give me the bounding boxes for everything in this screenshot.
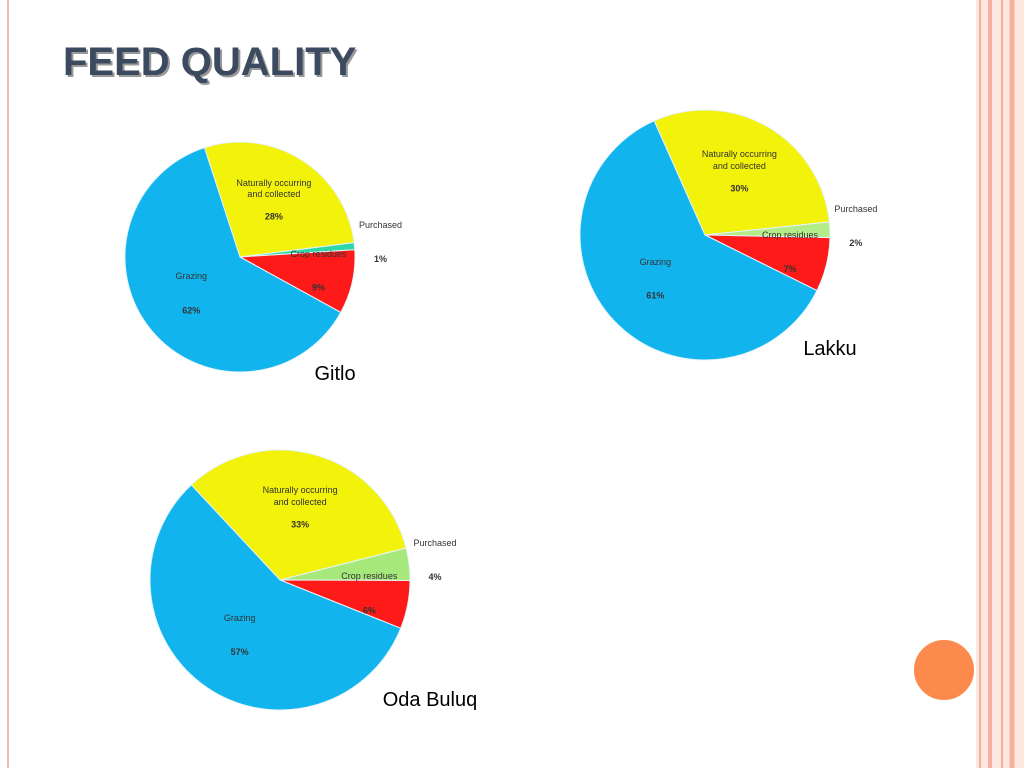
title-shadow: FEED QUALITY (65, 42, 359, 86)
pie-slice (203, 141, 355, 258)
slice-label: Grazing (639, 256, 672, 267)
slice-category: Grazing (175, 271, 207, 282)
slice-category: Crop residues (761, 229, 818, 240)
pie-slice (579, 120, 818, 361)
slice-value-label: 6% (363, 605, 376, 615)
slice-category: Grazing (223, 612, 256, 623)
slice-label: Grazing (175, 271, 207, 282)
slice-category: Crop residues (341, 571, 398, 582)
pie-slice (190, 449, 407, 581)
slice-value-label: 9% (312, 283, 325, 293)
right-band (976, 0, 1024, 768)
slice-value-label: 61% (646, 291, 664, 301)
slice-category: Crop residues (290, 248, 347, 259)
slice-label: Naturally occurring and collected (262, 485, 338, 507)
slice-category: Grazing (639, 256, 672, 267)
chart-title: Lakku (803, 338, 856, 360)
slice-value-label: 62% (182, 305, 200, 315)
slice-label: Grazing (223, 612, 256, 623)
slice-category: Purchased (834, 203, 878, 214)
slice-value-label: 30% (730, 183, 748, 193)
slide-title: FEED QUALITY (63, 40, 357, 84)
slice-label: Naturally occurring and collected (236, 177, 312, 199)
slice-label: Naturally occurring and collected (701, 149, 777, 171)
pie-slice (149, 484, 402, 711)
slice-value-label: 1% (374, 254, 387, 264)
slice-label: Purchased (834, 203, 878, 214)
slice-category: Purchased (358, 220, 402, 231)
slice-category: Naturally occurring and collected (262, 485, 338, 507)
slice-label: Crop residues (341, 571, 398, 582)
slice-label: Crop residues (761, 229, 818, 240)
slice-value-label: 28% (265, 212, 283, 222)
slice-value-label: 4% (429, 572, 442, 582)
slice-value-label: 2% (849, 238, 862, 248)
pie-slice (124, 146, 342, 373)
slice-value-label: 7% (783, 264, 796, 274)
pie-slice (653, 109, 830, 236)
slice-label: Purchased (358, 220, 402, 231)
chart-title: Gitlo (314, 363, 355, 385)
slice-category: Naturally occurring and collected (701, 149, 777, 171)
slice-label: Crop residues (290, 248, 347, 259)
slice-category: Purchased (413, 538, 457, 549)
slice-value-label: 33% (291, 519, 309, 529)
decor-circle (912, 638, 976, 702)
chart-title: Oda Buluq (383, 689, 478, 711)
slice-value-label: 57% (231, 647, 249, 657)
slice-label: Purchased (413, 538, 457, 549)
slice-category: Naturally occurring and collected (236, 177, 312, 199)
